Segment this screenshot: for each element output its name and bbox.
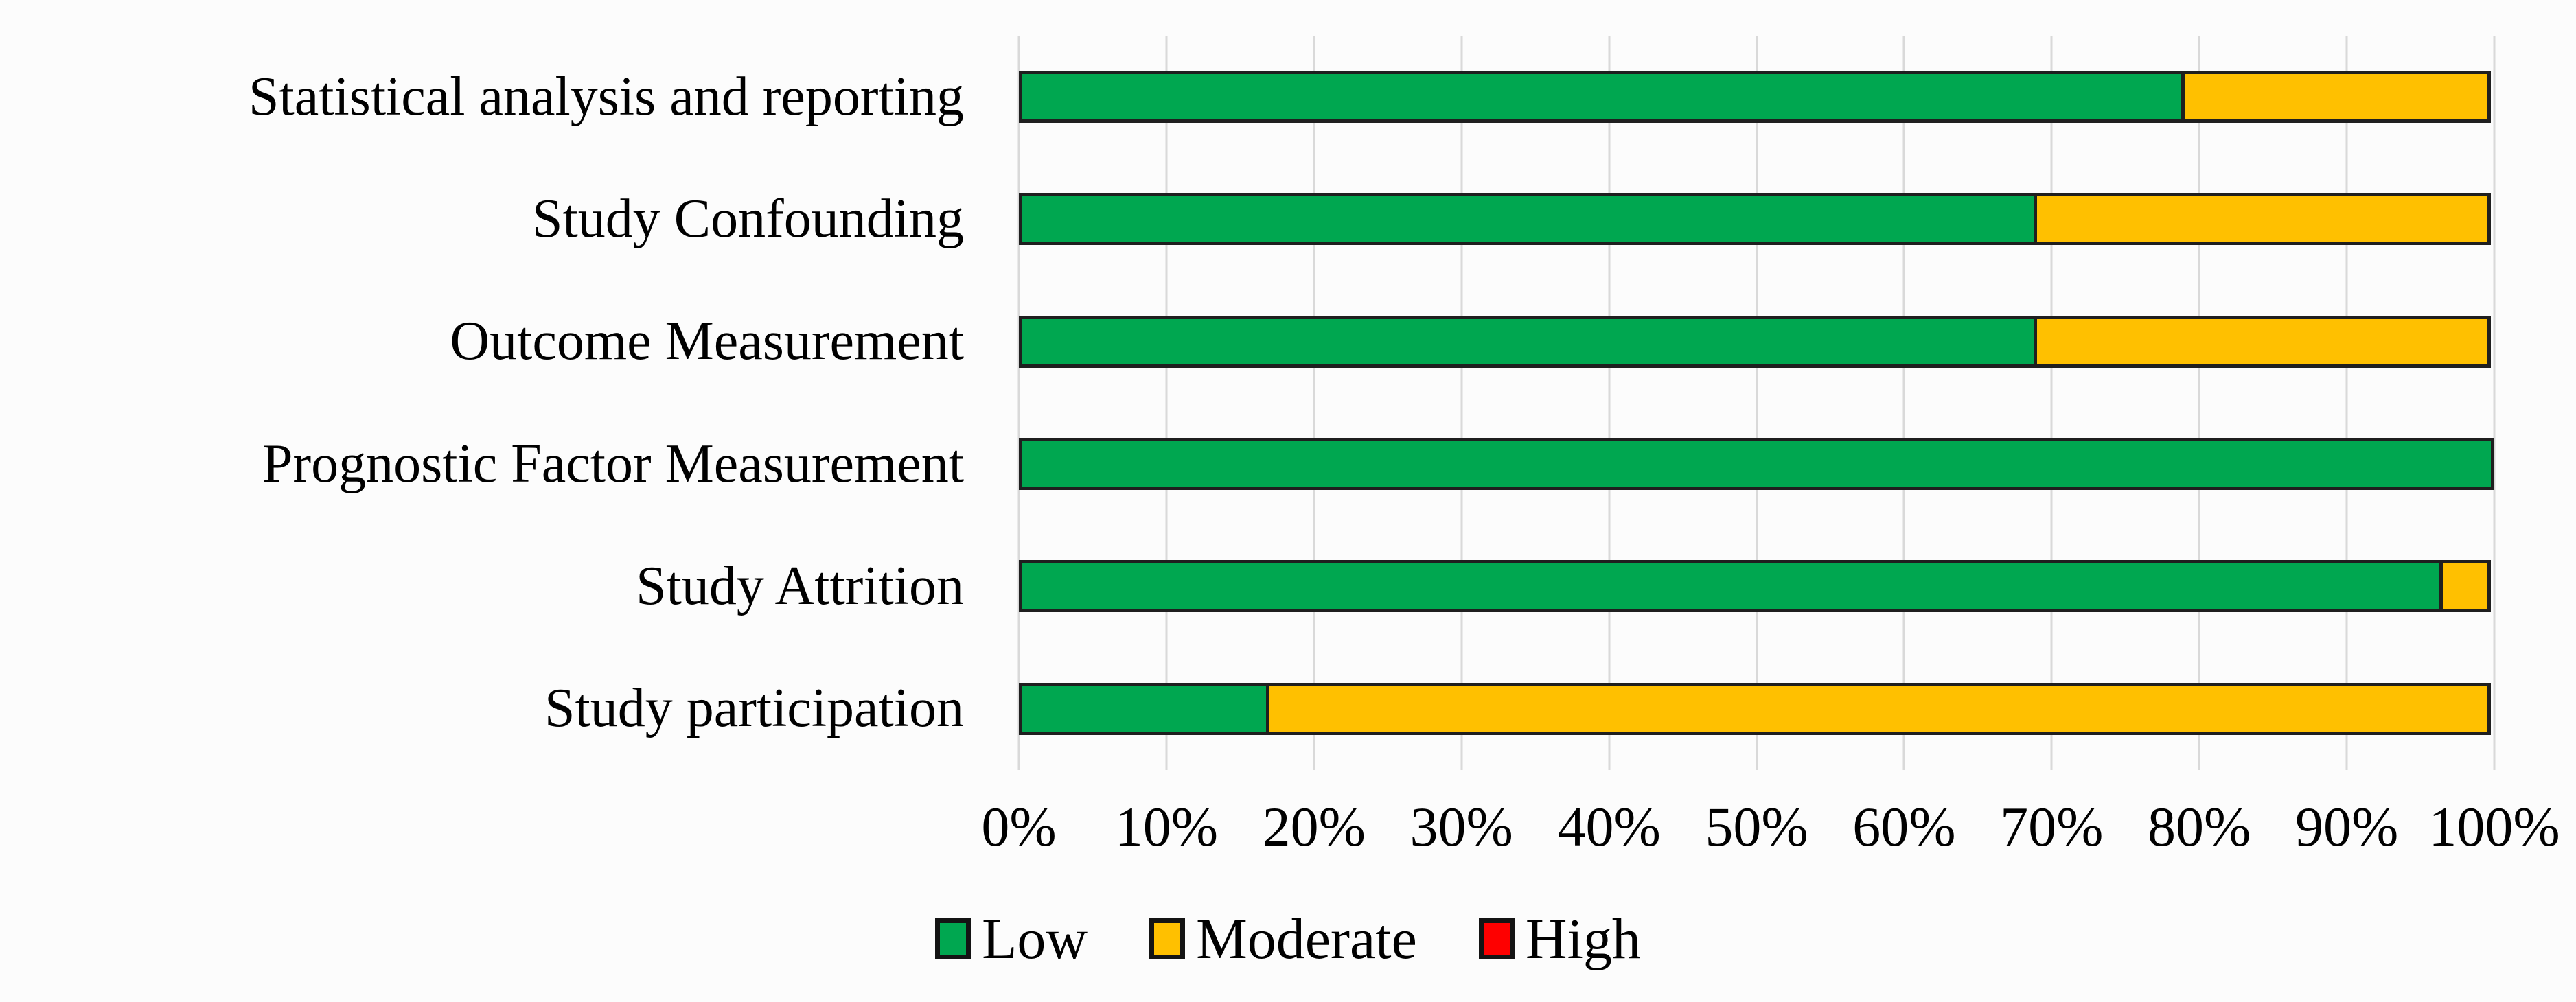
gridline [1902, 36, 1905, 770]
legend-label: Moderate [1196, 907, 1417, 971]
x-tick-label: 80% [2148, 795, 2251, 858]
legend-item-high: High [1478, 906, 1641, 972]
legend-swatch-low [935, 918, 971, 959]
category-label: Study Attrition [636, 555, 964, 616]
bar-segment-moderate [2439, 560, 2491, 613]
bar-segment-low [1019, 438, 2494, 491]
category-label: Study participation [544, 678, 964, 739]
stacked-bar [1019, 71, 2494, 124]
gridline [2198, 36, 2200, 770]
category-label: Study Confounding [532, 188, 964, 249]
bar-row [1019, 36, 2494, 158]
stacked-bar [1019, 438, 2494, 491]
bar-segment-moderate [1266, 682, 2491, 735]
gridline [2493, 36, 2496, 770]
plot-area [1017, 36, 2496, 770]
bar-row [1019, 403, 2494, 525]
x-tick-label: 50% [1705, 795, 1808, 858]
stacked-bar [1019, 315, 2494, 368]
category-label: Prognostic Factor Measurement [262, 433, 964, 494]
x-tick-label: 40% [1557, 795, 1661, 858]
x-tick-label: 90% [2295, 795, 2399, 858]
category-label: Outcome Measurement [450, 311, 964, 372]
x-tick-label: 30% [1410, 795, 1513, 858]
bar-segment-low [1019, 71, 2185, 124]
gridline [1017, 36, 1020, 770]
bar-row [1019, 281, 2494, 403]
bar-segment-low [1019, 193, 2037, 246]
stacked-bar [1019, 560, 2494, 613]
legend-swatch-moderate [1149, 918, 1186, 959]
x-tick-label: 70% [2000, 795, 2104, 858]
gridline [1165, 36, 1168, 770]
x-tick-label: 10% [1114, 795, 1219, 858]
bar-row [1019, 158, 2494, 280]
gridline [1460, 36, 1463, 770]
bar-segment-moderate [2181, 71, 2491, 124]
category-axis-labels: Statistical analysis and reporting Study … [0, 36, 991, 770]
x-tick-label: 20% [1262, 795, 1366, 858]
category-label: Statistical analysis and reporting [249, 66, 964, 127]
stacked-bar [1019, 193, 2494, 246]
bar-rows [1019, 36, 2494, 770]
legend-item-low: Low [935, 906, 1088, 972]
gridline [1756, 36, 1758, 770]
x-tick-label: 0% [981, 795, 1057, 858]
gridline [1313, 36, 1315, 770]
bar-segment-low [1019, 682, 1270, 735]
x-axis-tick-labels: 0% 10% 20% 30% 40% 50% 60% 70% 80% 90% 100% [981, 795, 2560, 877]
bar-row [1019, 525, 2494, 647]
x-tick-label: 100% [2428, 795, 2560, 858]
bar-segment-low [1019, 560, 2443, 613]
legend-item-moderate: Moderate [1149, 906, 1417, 972]
gridline [1608, 36, 1611, 770]
bar-segment-moderate [2033, 315, 2491, 368]
x-tick-label: 60% [1852, 795, 1956, 858]
bar-segment-moderate [2033, 193, 2491, 246]
legend: Low Moderate High [0, 898, 2576, 980]
bar-segment-low [1019, 315, 2037, 368]
gridline [2345, 36, 2348, 770]
legend-label: Low [982, 907, 1088, 971]
stacked-bar [1019, 682, 2494, 735]
legend-label: High [1525, 907, 1641, 971]
bar-row [1019, 648, 2494, 770]
gridline [2050, 36, 2053, 770]
legend-swatch-high [1478, 918, 1515, 959]
